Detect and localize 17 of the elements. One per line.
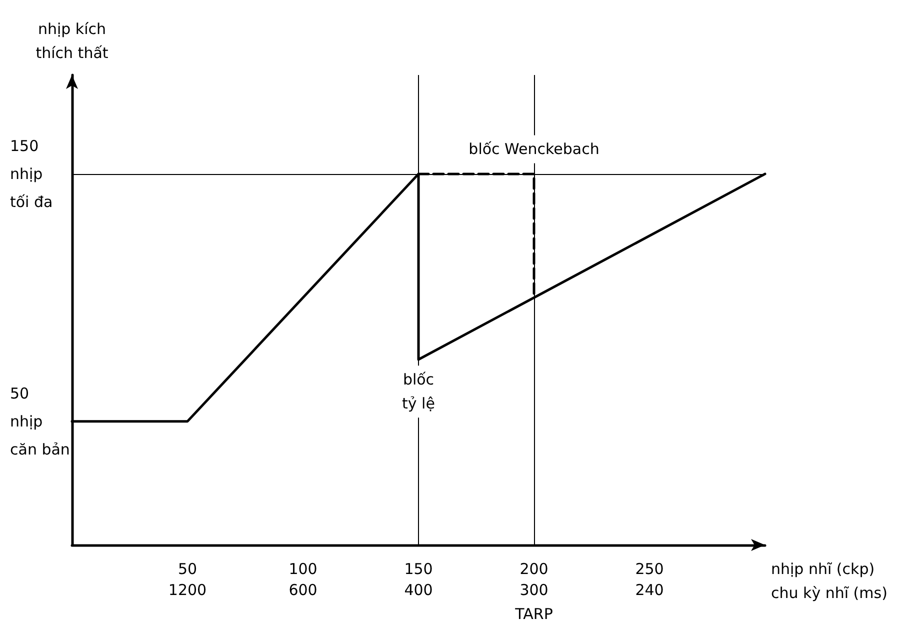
x-tick-label: 250 xyxy=(635,560,664,578)
y-tick-label: 50 nhịp căn bản xyxy=(10,384,70,458)
x-tick-label: 50 xyxy=(178,560,198,578)
y-tick-label: 150 nhịp tối đa xyxy=(10,136,53,211)
x-tick-label: 100 xyxy=(288,560,318,578)
y-axis-title: nhịp kích thích thất xyxy=(36,20,108,62)
annotation: blốc tỷ lệ xyxy=(402,370,435,413)
text: 300 xyxy=(520,581,548,599)
x-axis-title: nhịp nhĩ (ckp) chu kỳ nhĩ (ms) xyxy=(771,560,888,602)
text: 600 xyxy=(288,581,318,599)
annotation: blốc Wenckebach xyxy=(468,140,600,158)
x-tick-label: 200 xyxy=(520,560,548,578)
text: 400 xyxy=(404,581,433,599)
text: 240 xyxy=(635,581,664,599)
x-tick-label: 150 xyxy=(404,560,433,578)
text: 1200 xyxy=(168,581,207,599)
text: TARP xyxy=(514,605,553,623)
